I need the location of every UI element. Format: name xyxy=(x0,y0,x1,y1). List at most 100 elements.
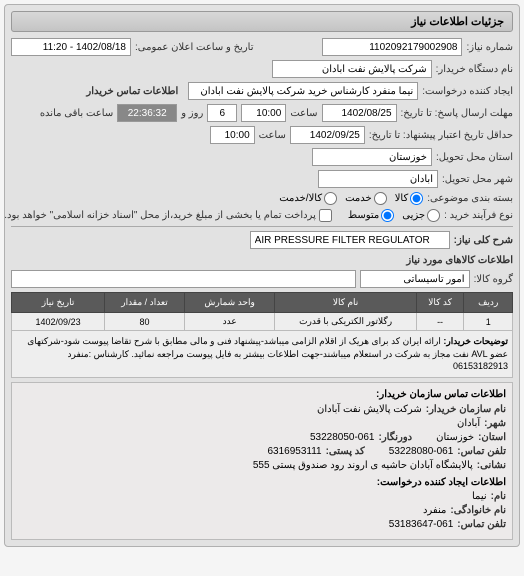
row-validity: حداقل تاریخ اعتبار پیشنهاد: تا تاریخ: سا… xyxy=(11,126,513,144)
payment-checkbox[interactable] xyxy=(319,209,332,222)
time-label-2: ساعت xyxy=(259,130,286,141)
requester-label: ایجاد کننده درخواست: xyxy=(422,86,513,97)
package-radio-group: کالا خدمت کالا/خدمت xyxy=(279,192,423,205)
fax: 53228050-061 xyxy=(310,432,375,443)
cphone-label: تلفن تماس: xyxy=(457,519,506,530)
postal: 6316953111 xyxy=(267,446,321,457)
buyer-contact-label: اطلاعات تماس خریدار xyxy=(86,86,178,97)
phone-label: تلفن تماس: xyxy=(457,446,506,457)
row-req-number: شماره نیاز: تاریخ و ساعت اعلان عمومی: xyxy=(11,38,513,56)
td-index: 1 xyxy=(464,313,513,331)
requester-input[interactable] xyxy=(188,82,418,100)
buy-process-label: نوع فرآیند خرید : xyxy=(444,210,513,221)
deadline-send-label: مهلت ارسال پاسخ: تا تاریخ: xyxy=(401,108,513,119)
package-label: بسته بندی موضوعی: xyxy=(427,193,513,204)
radio-service-label: خدمت xyxy=(345,193,372,204)
c-city-label: شهر: xyxy=(484,418,506,429)
goods-group-input[interactable] xyxy=(360,270,470,288)
radio-both[interactable] xyxy=(324,192,337,205)
req-number-label: شماره نیاز: xyxy=(466,42,513,53)
row-overall: شرح کلی نیاز: xyxy=(11,231,513,249)
remaining-days-label: روز و xyxy=(181,108,203,119)
remaining-days-input[interactable] xyxy=(207,104,237,122)
remaining-suffix: ساعت باقی مانده xyxy=(40,108,113,119)
th-qty: تعداد / مقدار xyxy=(105,293,185,313)
fax-label: دورنگار: xyxy=(379,432,413,443)
td-date: 1402/09/23 xyxy=(12,313,105,331)
table-row-expl: توضیحات خریدار: ارائه ایران کد برای هریک… xyxy=(12,331,513,378)
contact-details-box: اطلاعات تماس سازمان خریدار: نام سازمان خ… xyxy=(11,382,513,540)
table-row: 1 -- رگلاتور الکتریکی با قدرت عدد 80 140… xyxy=(12,313,513,331)
lname-label: نام خانوادگی: xyxy=(450,505,506,516)
contact-title: اطلاعات تماس سازمان خریدار: xyxy=(18,389,506,400)
radio-tiny[interactable] xyxy=(427,209,440,222)
radio-goods-label: کالا xyxy=(395,193,409,204)
announce-label: تاریخ و ساعت اعلان عمومی: xyxy=(135,42,254,53)
city-input[interactable] xyxy=(318,170,438,188)
req-number-input[interactable] xyxy=(322,38,462,56)
c-province: خوزستان xyxy=(436,432,474,443)
overall-input[interactable] xyxy=(250,231,450,249)
remaining-time-input xyxy=(117,104,177,122)
td-unit: عدد xyxy=(184,313,275,331)
overall-label: شرح کلی نیاز: xyxy=(454,235,513,246)
validity-time-input[interactable] xyxy=(210,126,255,144)
radio-tiny-label: جزیی xyxy=(402,210,425,221)
province-input[interactable] xyxy=(312,148,432,166)
c-province-label: استان: xyxy=(478,432,506,443)
phone: 53228080-061 xyxy=(389,446,454,457)
td-code: -- xyxy=(416,313,464,331)
goods-table: ردیف کد کالا نام کالا واحد شمارش تعداد /… xyxy=(11,292,513,378)
payment-note: پرداخت تمام یا بخشی از مبلغ خرید،از محل … xyxy=(4,210,316,221)
th-index: ردیف xyxy=(464,293,513,313)
deadline-time-input[interactable] xyxy=(241,104,286,122)
divider-1 xyxy=(11,226,513,227)
buyer-org-input[interactable] xyxy=(272,60,432,78)
goods-group-label: گروه کالا: xyxy=(474,274,513,285)
row-province: استان محل تحویل: xyxy=(11,148,513,166)
row-goods-group: گروه کالا: xyxy=(11,270,513,288)
td-name: رگلاتور الکتریکی با قدرت xyxy=(275,313,416,331)
postal-label: کد پستی: xyxy=(326,446,365,457)
th-code: کد کالا xyxy=(416,293,464,313)
name-val: نیما xyxy=(472,491,487,502)
city-label: شهر محل تحویل: xyxy=(442,174,513,185)
td-explanation: توضیحات خریدار: ارائه ایران کد برای هریک… xyxy=(12,331,513,378)
goods-extra-input[interactable] xyxy=(11,270,356,288)
radio-goods[interactable] xyxy=(410,192,423,205)
row-city: شهر محل تحویل: xyxy=(11,170,513,188)
panel-title: جزئیات اطلاعات نیاز xyxy=(11,11,513,32)
address: پالایشگاه آبادان حاشیه ی اروند رود صندوق… xyxy=(253,460,473,471)
validity-date-input[interactable] xyxy=(290,126,365,144)
buyer-org-label: نام دستگاه خریدار: xyxy=(436,64,513,75)
announce-input[interactable] xyxy=(11,38,131,56)
c-city: آبادان xyxy=(457,418,480,429)
cphone-val: 53183647-061 xyxy=(389,519,454,530)
table-header-row: ردیف کد کالا نام کالا واحد شمارش تعداد /… xyxy=(12,293,513,313)
row-buyer-org: نام دستگاه خریدار: xyxy=(11,60,513,78)
name-label: نام: xyxy=(491,491,506,502)
row-buy-process: نوع فرآیند خرید : جزیی متوسط پرداخت تمام… xyxy=(11,209,513,222)
process-radio-group: جزیی متوسط xyxy=(348,209,440,222)
validity-label: حداقل تاریخ اعتبار پیشنهاد: تا تاریخ: xyxy=(369,130,513,141)
row-deadline: مهلت ارسال پاسخ: تا تاریخ: ساعت روز و سا… xyxy=(11,104,513,122)
row-requester: ایجاد کننده درخواست: اطلاعات تماس خریدار xyxy=(11,82,513,100)
time-label-1: ساعت xyxy=(290,108,317,119)
expl-label: توضیحات خریدار: xyxy=(443,336,508,346)
th-date: تاریخ نیاز xyxy=(12,293,105,313)
radio-medium[interactable] xyxy=(381,209,394,222)
radio-service[interactable] xyxy=(374,192,387,205)
province-label: استان محل تحویل: xyxy=(436,152,513,163)
main-panel: جزئیات اطلاعات نیاز شماره نیاز: تاریخ و … xyxy=(4,4,520,547)
th-name: نام کالا xyxy=(275,293,416,313)
goods-info-title: اطلاعات کالاهای مورد نیاز xyxy=(11,255,513,266)
lname-val: منفرد xyxy=(423,505,446,516)
row-package: بسته بندی موضوعی: کالا خدمت کالا/خدمت xyxy=(11,192,513,205)
th-unit: واحد شمارش xyxy=(184,293,275,313)
radio-medium-label: متوسط xyxy=(348,210,379,221)
td-qty: 80 xyxy=(105,313,185,331)
deadline-date-input[interactable] xyxy=(322,104,397,122)
address-label: نشانی: xyxy=(477,460,506,471)
creator-title: اطلاعات ایجاد کننده درخواست: xyxy=(18,477,506,488)
org-name-label: نام سازمان خریدار: xyxy=(426,404,506,415)
